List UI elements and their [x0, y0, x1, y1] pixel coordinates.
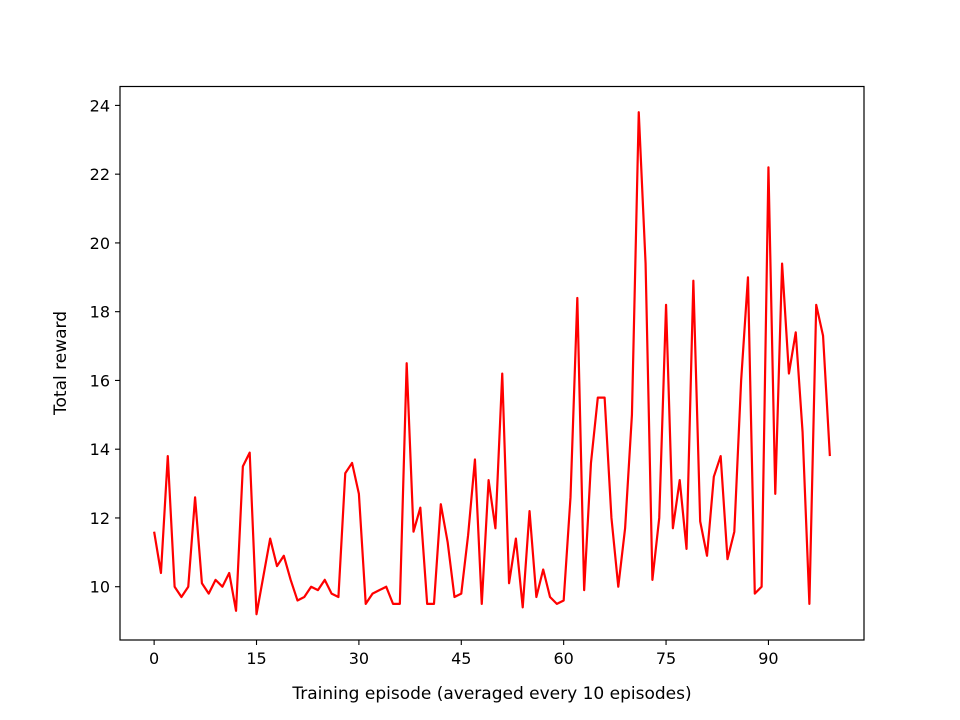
x-tick-label: 30: [349, 649, 369, 668]
x-axis-label: Training episode (averaged every 10 epis…: [291, 684, 691, 704]
y-axis-ticks: 10 12 14 16 18 20 22 24: [90, 96, 120, 597]
y-tick-label: 18: [90, 303, 110, 322]
x-tick-label: 60: [553, 649, 573, 668]
y-tick-label: 10: [90, 578, 110, 597]
x-tick-label: 0: [149, 649, 159, 668]
series-line-0: [153, 111, 831, 616]
y-tick-label: 22: [90, 165, 110, 184]
y-axis-label: Total reward: [51, 311, 71, 416]
y-tick-label: 12: [90, 509, 110, 528]
x-axis-ticks: 0 15 30 45 60 75 90: [149, 640, 779, 668]
y-tick-label: 24: [90, 96, 110, 115]
x-tick-label: 45: [451, 649, 471, 668]
y-tick-label: 20: [90, 234, 110, 253]
x-tick-label: 75: [656, 649, 676, 668]
x-tick-label: 90: [758, 649, 778, 668]
y-tick-label: 16: [90, 371, 110, 390]
plot-layer: [153, 111, 831, 616]
x-tick-label: 15: [246, 649, 266, 668]
y-tick-label: 14: [90, 440, 110, 459]
plot-frame: [119, 85, 865, 641]
